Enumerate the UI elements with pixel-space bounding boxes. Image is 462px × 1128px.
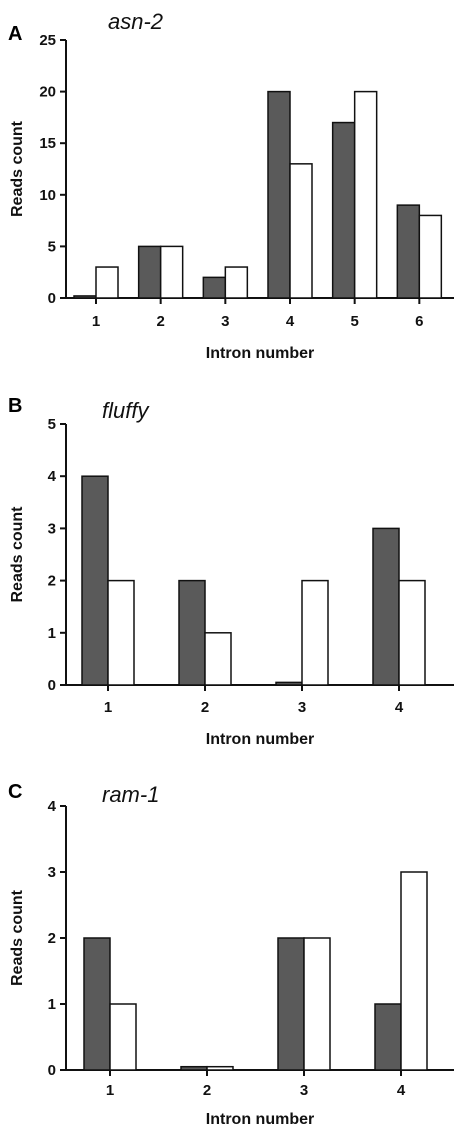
y-tick-label: 3	[48, 520, 56, 537]
x-axis-label: Intron number	[206, 1111, 314, 1128]
bar-series-2-intron-5	[353, 90, 378, 299]
x-tick-label: 3	[298, 699, 306, 716]
x-tick-label: 4	[286, 313, 295, 330]
y-tick-label: 0	[48, 290, 56, 307]
y-axis-label: Reads count	[9, 120, 26, 217]
x-axis-label: Intron number	[206, 731, 314, 748]
y-tick-label: 25	[39, 32, 56, 49]
y-tick-label: 15	[39, 135, 56, 152]
x-tick-label: 1	[104, 699, 112, 716]
bar-series-1-intron-2	[137, 245, 162, 299]
x-axis-label: Intron number	[206, 345, 314, 362]
x-tick-label: 2	[156, 313, 164, 330]
panel-letter: B	[8, 395, 22, 417]
bar-series-2-intron-6	[418, 214, 443, 299]
panel-letter: C	[8, 781, 22, 803]
chart-panel-b: 0 1 2 3 4 5 1 2 3 4 Intron number Reads count B fluff…	[8, 395, 454, 748]
bar-series-2-intron-2	[159, 245, 184, 299]
bar-series-1-intron-3	[275, 681, 303, 686]
chart-title: asn-2	[108, 9, 163, 34]
bar-series-2-intron-4	[398, 579, 426, 686]
bar-series-1-intron-2	[178, 579, 206, 686]
y-tick-label: 10	[39, 187, 56, 204]
bar-series-2-intron-1	[95, 266, 119, 299]
y-axis-label: Reads count	[9, 506, 26, 603]
x-tick-label: 2	[203, 1082, 211, 1099]
bar-series-2-intron-2	[204, 632, 232, 686]
bar-series-2-intron-4	[400, 871, 428, 1071]
x-tick-label: 5	[350, 313, 358, 330]
bar-series-1-intron-3	[277, 937, 305, 1071]
bar-series-1-intron-1	[73, 295, 97, 299]
bar-series-1-intron-5	[331, 121, 356, 299]
y-tick-label: 1	[48, 996, 56, 1013]
y-tick-label: 5	[48, 238, 56, 255]
x-tick-label: 2	[201, 699, 209, 716]
y-tick-label: 0	[48, 1062, 56, 1079]
bar-series-1-intron-4	[372, 527, 400, 686]
y-tick-label: 1	[48, 625, 56, 642]
y-tick-label: 5	[48, 416, 56, 433]
x-tick-label: 3	[300, 1082, 308, 1099]
y-tick-label: 4	[48, 468, 57, 485]
x-tick-label: 4	[397, 1082, 406, 1099]
x-tick-label: 4	[395, 699, 404, 716]
y-tick-label: 20	[39, 84, 56, 101]
bar-series-1-intron-4	[267, 90, 291, 299]
bar-series-1-intron-3	[202, 276, 227, 299]
bar-series-2-intron-1	[107, 579, 135, 686]
bar-series-2-intron-3	[301, 579, 329, 686]
y-tick-label: 3	[48, 864, 56, 881]
y-tick-label: 0	[48, 677, 56, 694]
y-tick-label: 2	[48, 930, 56, 947]
x-tick-label: 3	[221, 313, 229, 330]
chart-title: fluffy	[102, 398, 150, 423]
bar-series-2-intron-3	[224, 266, 249, 299]
bar-series-1-intron-2	[180, 1065, 208, 1071]
y-tick-label: 4	[48, 798, 57, 815]
bar-series-2-intron-2	[206, 1065, 234, 1071]
chart-panel-a: 0 5 10 15 20 25 1 2 3 4 5 6 Intron number Reads count…	[8, 9, 454, 362]
bar-series-1-intron-1	[83, 937, 111, 1071]
chart-panel-c: 0 1 2 3 4 1 2 3 4 Intron number Reads count C ram-1	[8, 781, 454, 1128]
bar-series-2-intron-4	[289, 163, 313, 299]
y-axis-label: Reads count	[9, 889, 26, 986]
x-tick-label: 6	[415, 313, 423, 330]
panel-letter: A	[8, 23, 22, 45]
bar-series-2-intron-3	[303, 937, 331, 1071]
bar-series-1-intron-4	[374, 1003, 402, 1071]
x-tick-label: 1	[106, 1082, 114, 1099]
bar-series-1-intron-6	[396, 204, 421, 299]
x-tick-label: 1	[92, 313, 100, 330]
chart-title: ram-1	[102, 782, 159, 807]
bar-series-1-intron-1	[81, 475, 109, 686]
y-tick-label: 2	[48, 573, 56, 590]
bar-series-2-intron-1	[109, 1003, 137, 1071]
